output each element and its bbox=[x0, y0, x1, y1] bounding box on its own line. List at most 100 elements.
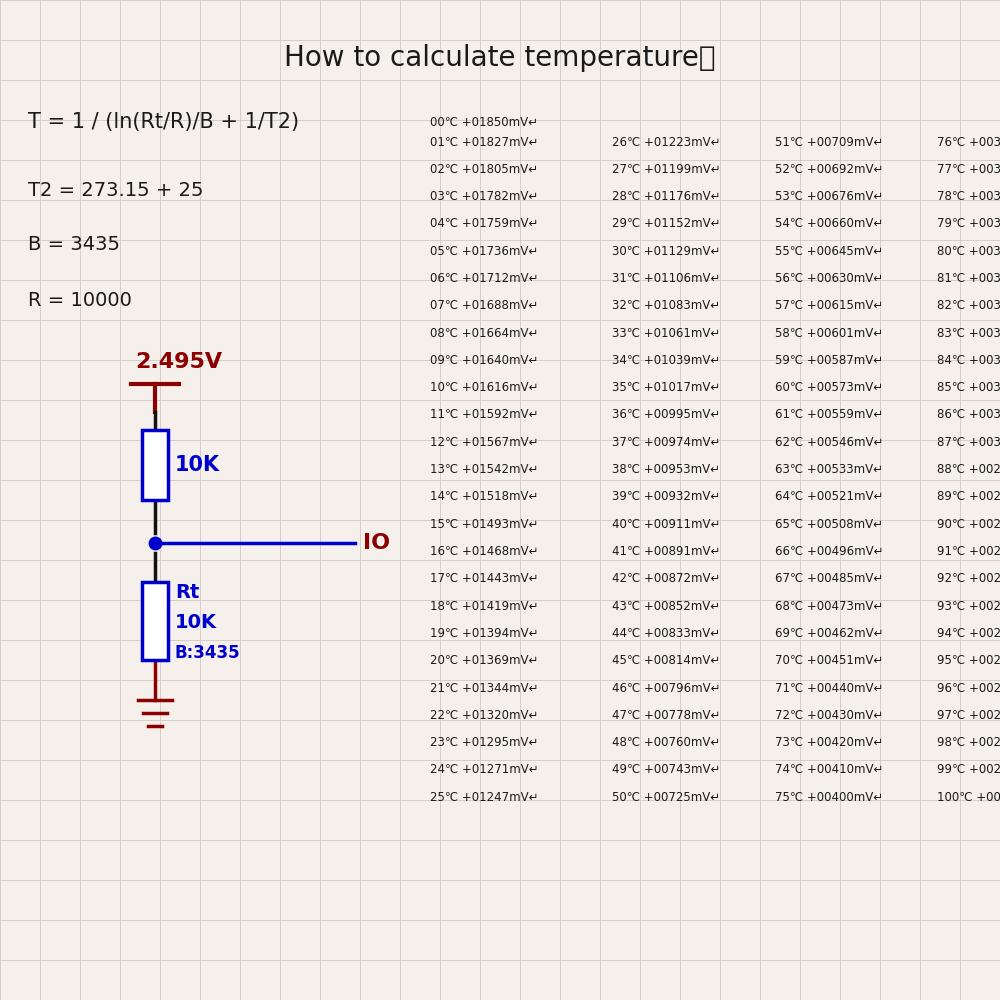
Text: 07℃ +01688mV↵: 07℃ +01688mV↵ bbox=[430, 299, 538, 312]
Text: 68℃ +00473mV↵: 68℃ +00473mV↵ bbox=[775, 600, 883, 613]
Text: 43℃ +00852mV↵: 43℃ +00852mV↵ bbox=[612, 600, 720, 613]
Text: 30℃ +01129mV↵: 30℃ +01129mV↵ bbox=[612, 245, 720, 258]
Text: 06℃ +01712mV↵: 06℃ +01712mV↵ bbox=[430, 272, 538, 285]
Text: 81℃ +00347mV↵: 81℃ +00347mV↵ bbox=[937, 272, 1000, 285]
Text: B:3435: B:3435 bbox=[175, 644, 241, 662]
Text: B = 3435: B = 3435 bbox=[28, 235, 120, 254]
Text: 55℃ +00645mV↵: 55℃ +00645mV↵ bbox=[775, 245, 883, 258]
Text: 21℃ +01344mV↵: 21℃ +01344mV↵ bbox=[430, 682, 538, 694]
Text: 10K: 10K bbox=[175, 613, 217, 633]
Text: 84℃ +00324mV↵: 84℃ +00324mV↵ bbox=[937, 354, 1000, 367]
Text: 77℃ +00382mV↵: 77℃ +00382mV↵ bbox=[937, 163, 1000, 176]
Text: 51℃ +00709mV↵: 51℃ +00709mV↵ bbox=[775, 135, 883, 148]
Text: 67℃ +00485mV↵: 67℃ +00485mV↵ bbox=[775, 572, 883, 585]
Text: 92℃ +00269mV↵: 92℃ +00269mV↵ bbox=[937, 572, 1000, 585]
Text: 47℃ +00778mV↵: 47℃ +00778mV↵ bbox=[612, 709, 720, 722]
Bar bbox=[142, 430, 168, 500]
Text: 82℃ +00339mV↵: 82℃ +00339mV↵ bbox=[937, 299, 1000, 312]
Text: 35℃ +01017mV↵: 35℃ +01017mV↵ bbox=[612, 381, 720, 394]
Text: T = 1 / (ln(Rt/R)/B + 1/T2): T = 1 / (ln(Rt/R)/B + 1/T2) bbox=[28, 112, 299, 132]
Text: 48℃ +00760mV↵: 48℃ +00760mV↵ bbox=[612, 736, 720, 749]
Text: 79℃ +00364mV↵: 79℃ +00364mV↵ bbox=[937, 217, 1000, 230]
Text: 39℃ +00932mV↵: 39℃ +00932mV↵ bbox=[612, 490, 720, 503]
Text: 00℃ +01850mV↵: 00℃ +01850mV↵ bbox=[430, 116, 538, 129]
Text: 61℃ +00559mV↵: 61℃ +00559mV↵ bbox=[775, 408, 883, 422]
Text: T2 = 273.15 + 25: T2 = 273.15 + 25 bbox=[28, 180, 204, 200]
Text: 05℃ +01736mV↵: 05℃ +01736mV↵ bbox=[430, 245, 538, 258]
Text: 42℃ +00872mV↵: 42℃ +00872mV↵ bbox=[612, 572, 720, 585]
Text: 76℃ +00391mV↵: 76℃ +00391mV↵ bbox=[937, 135, 1000, 148]
Text: 02℃ +01805mV↵: 02℃ +01805mV↵ bbox=[430, 163, 538, 176]
Text: 69℃ +00462mV↵: 69℃ +00462mV↵ bbox=[775, 627, 884, 640]
Text: R = 10000: R = 10000 bbox=[28, 290, 132, 310]
Text: 33℃ +01061mV↵: 33℃ +01061mV↵ bbox=[612, 327, 720, 340]
Text: 14℃ +01518mV↵: 14℃ +01518mV↵ bbox=[430, 490, 538, 503]
Text: 56℃ +00630mV↵: 56℃ +00630mV↵ bbox=[775, 272, 883, 285]
Text: 20℃ +01369mV↵: 20℃ +01369mV↵ bbox=[430, 654, 538, 667]
Text: 93℃ +00263mV↵: 93℃ +00263mV↵ bbox=[937, 600, 1000, 613]
Text: 24℃ +01271mV↵: 24℃ +01271mV↵ bbox=[430, 763, 539, 776]
Text: 01℃ +01827mV↵: 01℃ +01827mV↵ bbox=[430, 135, 538, 148]
Text: 37℃ +00974mV↵: 37℃ +00974mV↵ bbox=[612, 436, 720, 449]
Text: 23℃ +01295mV↵: 23℃ +01295mV↵ bbox=[430, 736, 538, 749]
Text: 73℃ +00420mV↵: 73℃ +00420mV↵ bbox=[775, 736, 883, 749]
Text: 27℃ +01199mV↵: 27℃ +01199mV↵ bbox=[612, 163, 721, 176]
Text: 89℃ +00288mV↵: 89℃ +00288mV↵ bbox=[937, 490, 1000, 503]
Text: 75℃ +00400mV↵: 75℃ +00400mV↵ bbox=[775, 791, 883, 804]
Text: 50℃ +00725mV↵: 50℃ +00725mV↵ bbox=[612, 791, 720, 804]
Text: 52℃ +00692mV↵: 52℃ +00692mV↵ bbox=[775, 163, 883, 176]
Text: How to calculate temperature！: How to calculate temperature！ bbox=[284, 44, 716, 72]
Text: 32℃ +01083mV↵: 32℃ +01083mV↵ bbox=[612, 299, 720, 312]
Text: 80℃ +00355mV↵: 80℃ +00355mV↵ bbox=[937, 245, 1000, 258]
Text: 96℃ +00245mV↵: 96℃ +00245mV↵ bbox=[937, 682, 1000, 694]
Text: 91℃ +00275mV↵: 91℃ +00275mV↵ bbox=[937, 545, 1000, 558]
Text: 85℃ +00316mV↵: 85℃ +00316mV↵ bbox=[937, 381, 1000, 394]
Text: 59℃ +00587mV↵: 59℃ +00587mV↵ bbox=[775, 354, 883, 367]
Text: 90℃ +00281mV↵: 90℃ +00281mV↵ bbox=[937, 518, 1000, 531]
Text: 49℃ +00743mV↵: 49℃ +00743mV↵ bbox=[612, 763, 720, 776]
Text: 45℃ +00814mV↵: 45℃ +00814mV↵ bbox=[612, 654, 720, 667]
Text: 34℃ +01039mV↵: 34℃ +01039mV↵ bbox=[612, 354, 720, 367]
Text: 25℃ +01247mV↵: 25℃ +01247mV↵ bbox=[430, 791, 538, 804]
Text: 26℃ +01223mV↵: 26℃ +01223mV↵ bbox=[612, 135, 720, 148]
Text: 19℃ +01394mV↵: 19℃ +01394mV↵ bbox=[430, 627, 538, 640]
Text: 74℃ +00410mV↵: 74℃ +00410mV↵ bbox=[775, 763, 883, 776]
Text: 65℃ +00508mV↵: 65℃ +00508mV↵ bbox=[775, 518, 883, 531]
Text: 36℃ +00995mV↵: 36℃ +00995mV↵ bbox=[612, 408, 720, 422]
Text: 41℃ +00891mV↵: 41℃ +00891mV↵ bbox=[612, 545, 720, 558]
Text: 10K: 10K bbox=[175, 455, 220, 475]
Text: 72℃ +00430mV↵: 72℃ +00430mV↵ bbox=[775, 709, 883, 722]
Text: 16℃ +01468mV↵: 16℃ +01468mV↵ bbox=[430, 545, 538, 558]
Text: 98℃ +00234mV↵: 98℃ +00234mV↵ bbox=[937, 736, 1000, 749]
Text: 28℃ +01176mV↵: 28℃ +01176mV↵ bbox=[612, 190, 720, 203]
Text: 83℃ +00331mV↵: 83℃ +00331mV↵ bbox=[937, 327, 1000, 340]
Text: 15℃ +01493mV↵: 15℃ +01493mV↵ bbox=[430, 518, 538, 531]
Text: 54℃ +00660mV↵: 54℃ +00660mV↵ bbox=[775, 217, 883, 230]
Text: 95℃ +00251mV↵: 95℃ +00251mV↵ bbox=[937, 654, 1000, 667]
Text: 70℃ +00451mV↵: 70℃ +00451mV↵ bbox=[775, 654, 883, 667]
Text: 17℃ +01443mV↵: 17℃ +01443mV↵ bbox=[430, 572, 538, 585]
Text: 86℃ +00309mV↵: 86℃ +00309mV↵ bbox=[937, 408, 1000, 422]
Text: 87℃ +00302mV↵: 87℃ +00302mV↵ bbox=[937, 436, 1000, 449]
Text: 03℃ +01782mV↵: 03℃ +01782mV↵ bbox=[430, 190, 538, 203]
Text: 40℃ +00911mV↵: 40℃ +00911mV↵ bbox=[612, 518, 720, 531]
Text: 78℃ +00373mV↵: 78℃ +00373mV↵ bbox=[937, 190, 1000, 203]
Text: 99℃ +00229mV↵: 99℃ +00229mV↵ bbox=[937, 763, 1000, 776]
Text: 57℃ +00615mV↵: 57℃ +00615mV↵ bbox=[775, 299, 883, 312]
Text: 63℃ +00533mV↵: 63℃ +00533mV↵ bbox=[775, 463, 883, 476]
Text: 38℃ +00953mV↵: 38℃ +00953mV↵ bbox=[612, 463, 720, 476]
Text: 22℃ +01320mV↵: 22℃ +01320mV↵ bbox=[430, 709, 538, 722]
Text: 11℃ +01592mV↵: 11℃ +01592mV↵ bbox=[430, 408, 538, 422]
Text: 18℃ +01419mV↵: 18℃ +01419mV↵ bbox=[430, 600, 538, 613]
Text: 97℃ +00240mV↵: 97℃ +00240mV↵ bbox=[937, 709, 1000, 722]
Text: 13℃ +01542mV↵: 13℃ +01542mV↵ bbox=[430, 463, 538, 476]
Text: IO: IO bbox=[363, 533, 390, 553]
Text: 08℃ +01664mV↵: 08℃ +01664mV↵ bbox=[430, 327, 538, 340]
Text: 100℃ +00224mV↵: 100℃ +00224mV↵ bbox=[937, 791, 1000, 804]
Bar bbox=[142, 582, 168, 660]
Text: 66℃ +00496mV↵: 66℃ +00496mV↵ bbox=[775, 545, 884, 558]
Text: 10℃ +01616mV↵: 10℃ +01616mV↵ bbox=[430, 381, 538, 394]
Text: 44℃ +00833mV↵: 44℃ +00833mV↵ bbox=[612, 627, 720, 640]
Text: 94℃ +00257mV↵: 94℃ +00257mV↵ bbox=[937, 627, 1000, 640]
Text: 2.495V: 2.495V bbox=[135, 352, 222, 372]
